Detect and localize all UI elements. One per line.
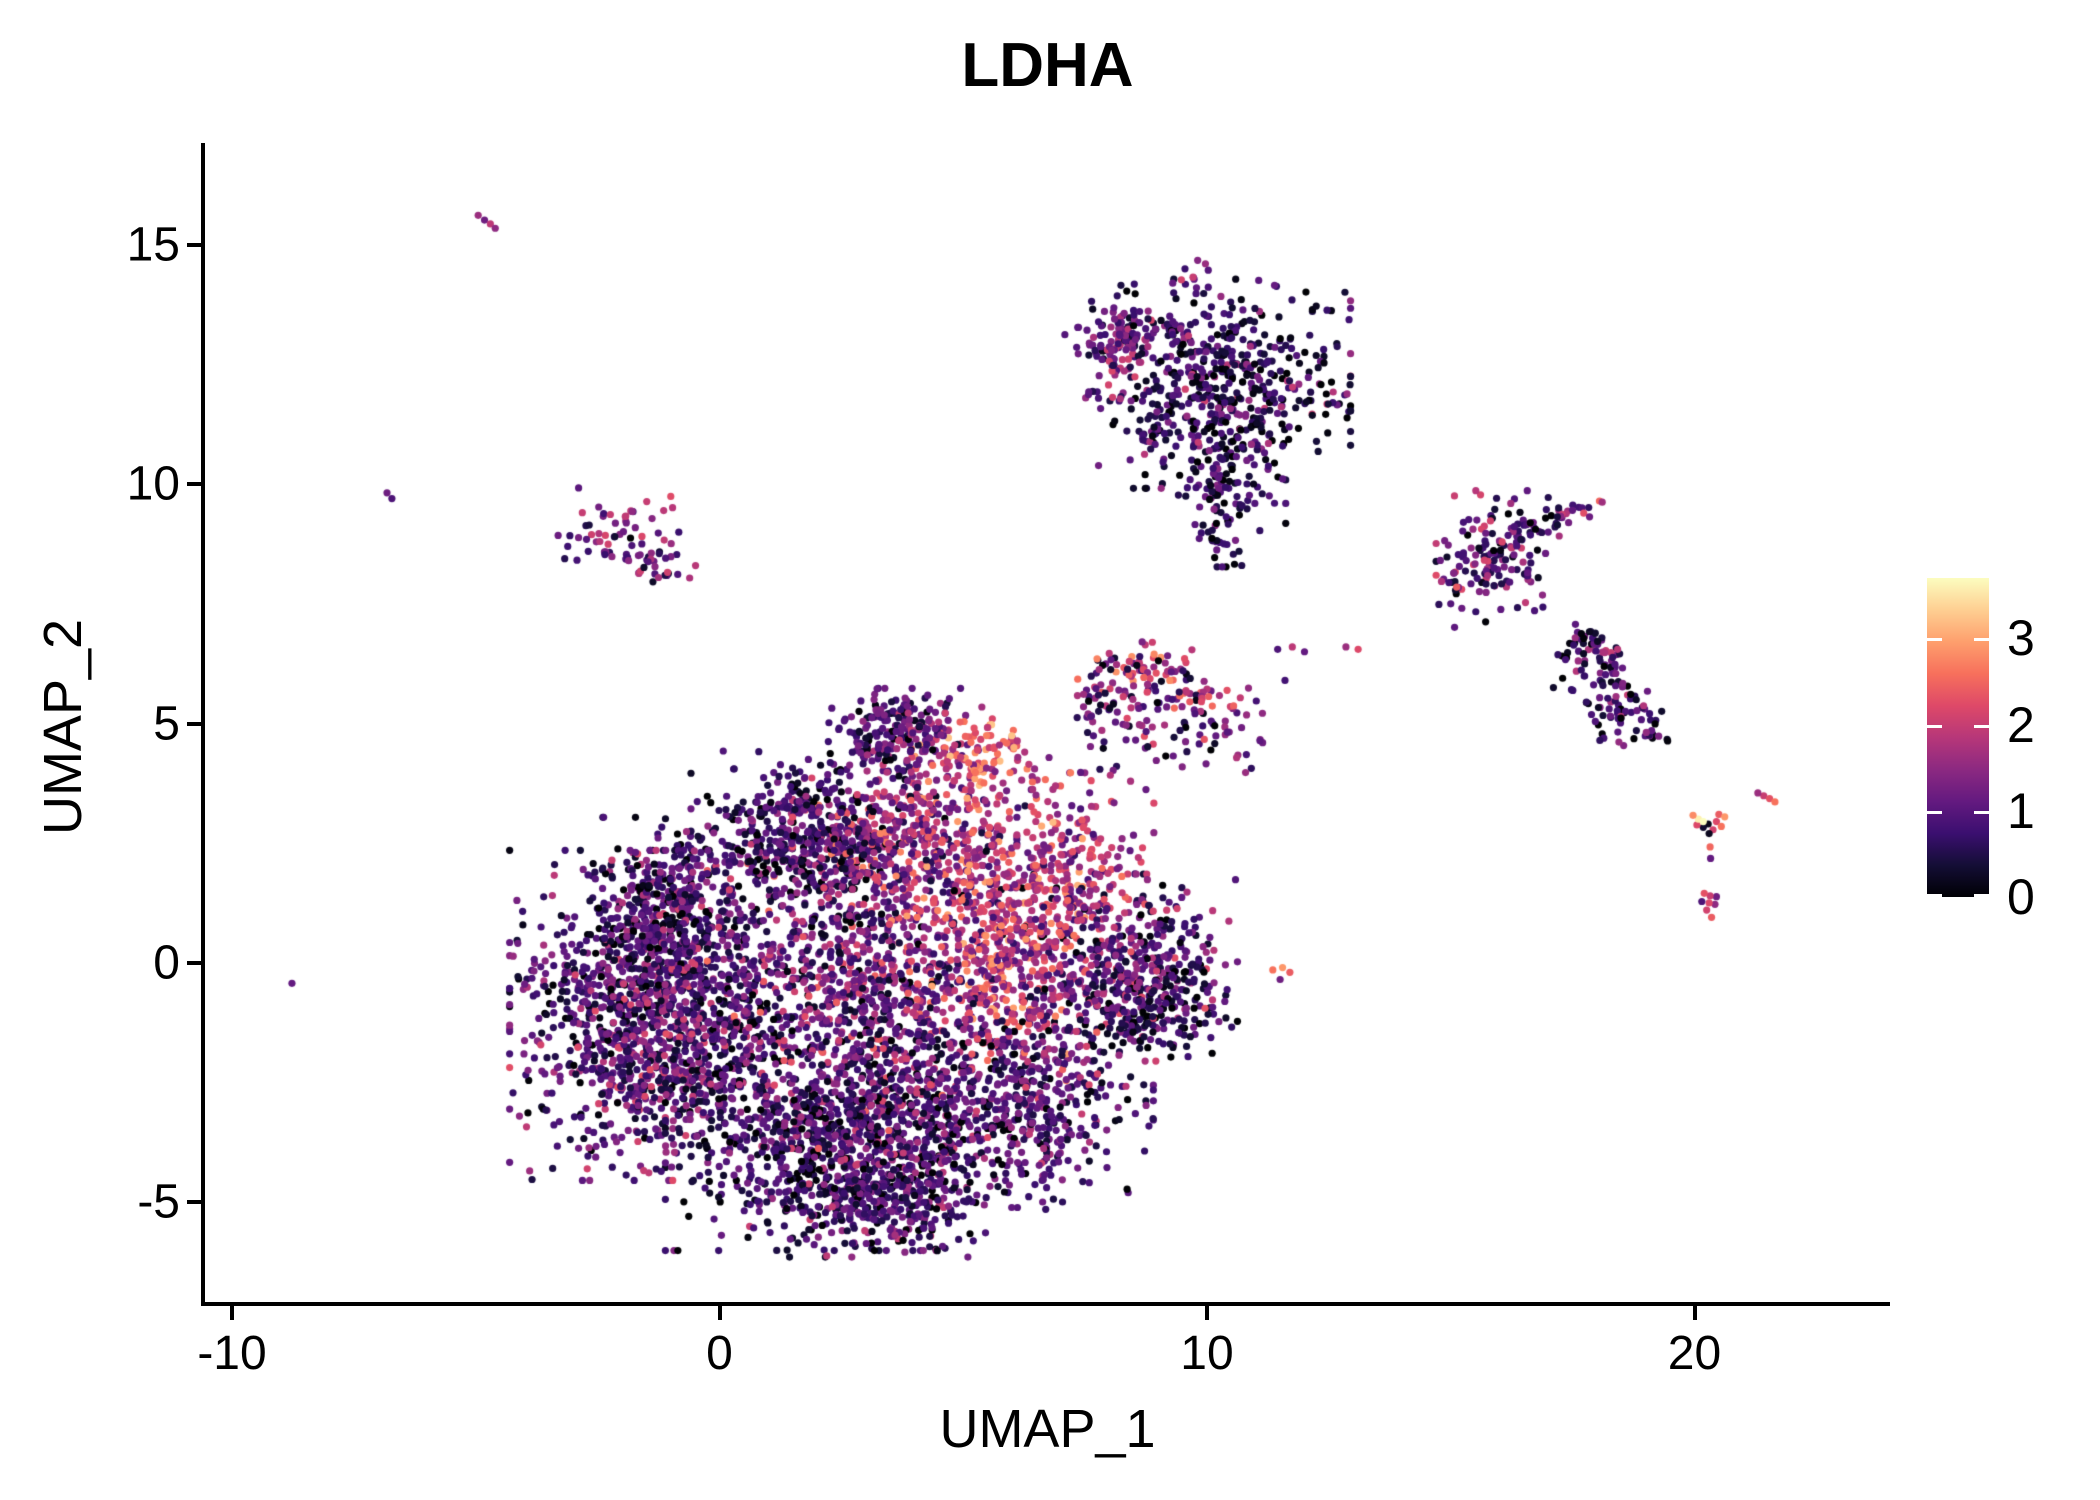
colorbar-tick-mark bbox=[1974, 724, 1989, 728]
y-axis-line bbox=[201, 143, 205, 1306]
x-axis-line bbox=[201, 1302, 1890, 1306]
x-tick-label: 0 bbox=[706, 1327, 733, 1380]
x-tick-label: -10 bbox=[197, 1327, 267, 1380]
x-tick-label: 20 bbox=[1667, 1327, 1722, 1380]
colorbar-gradient bbox=[1927, 578, 1989, 897]
colorbar-tick-mark bbox=[1927, 724, 1942, 728]
colorbar-tick-mark bbox=[1974, 810, 1989, 814]
colorbar-tick-mark bbox=[1974, 638, 1989, 642]
colorbar-tick-label: 1 bbox=[2007, 782, 2035, 839]
y-tick-mark bbox=[187, 482, 201, 487]
x-tick-mark bbox=[230, 1306, 234, 1320]
colorbar-tick-label: 0 bbox=[2007, 869, 2035, 925]
y-tick-label: 10 bbox=[126, 457, 180, 511]
x-tick-mark bbox=[1692, 1306, 1697, 1320]
colorbar-tick-mark bbox=[1927, 638, 1942, 642]
x-tick-mark bbox=[1205, 1306, 1209, 1320]
y-tick-label: 0 bbox=[153, 936, 180, 990]
x-tick-label: 10 bbox=[1180, 1327, 1234, 1380]
y-axis-title: UMAP_2 bbox=[33, 618, 93, 836]
plot-title: LDHA bbox=[961, 31, 1134, 100]
colorbar-tick-label: 3 bbox=[2007, 610, 2035, 667]
colorbar-tick-label: 2 bbox=[2007, 696, 2035, 753]
y-tick-mark bbox=[187, 1200, 201, 1204]
y-tick-label: 15 bbox=[126, 218, 180, 272]
colorbar-tick-mark bbox=[1927, 894, 1942, 897]
colorbar-tick-mark bbox=[1927, 810, 1942, 814]
x-tick-mark bbox=[717, 1306, 722, 1320]
y-tick-mark bbox=[187, 243, 201, 247]
y-tick-label: -5 bbox=[137, 1175, 180, 1229]
y-tick-mark bbox=[187, 721, 201, 726]
x-axis-title: UMAP_1 bbox=[939, 1399, 1156, 1459]
y-tick-label: 5 bbox=[153, 697, 180, 750]
colorbar-tick-mark bbox=[1974, 894, 1989, 897]
y-tick-mark bbox=[187, 960, 201, 965]
